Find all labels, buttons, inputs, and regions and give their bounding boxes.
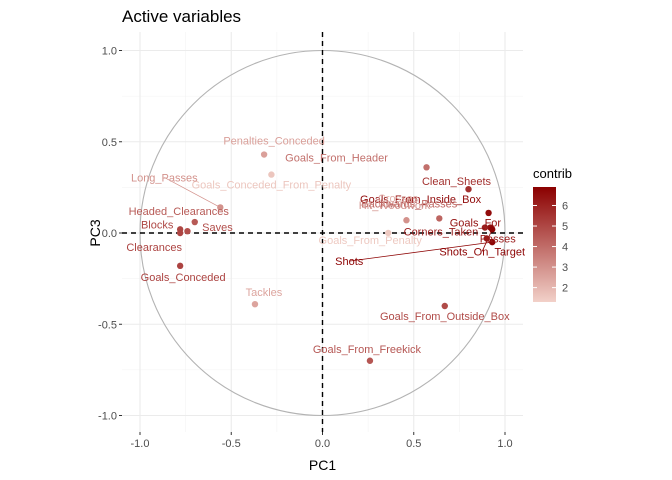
x-axis-ticks: -1.0 -0.5 0.0 0.5 1.0 [131,432,513,450]
data-point [489,226,496,233]
point-label: Goals_For [450,218,502,230]
x-tick-label: 0.0 [315,438,330,450]
legend-tick-label: 6 [562,200,568,212]
point-label: Tackles [246,287,283,299]
x-tick-label: 1.0 [497,438,512,450]
legend-title: contrib [533,166,572,181]
x-tick-label: 0.5 [406,438,421,450]
x-tick-label: -1.0 [131,438,150,450]
point-label: Goals_Conceded [141,272,226,284]
legend-tick-label: 5 [562,221,568,233]
legend-tick-label: 4 [562,242,568,254]
point-label: Crosses [378,193,419,205]
legend-tick-label: 2 [562,283,568,295]
point-label: Shots_On_Target [439,246,525,258]
legend-tick-label: 3 [562,262,568,274]
point-label: Headed_Clearances [129,206,230,218]
data-point [385,229,392,237]
point-label: Long_Passes [131,172,198,184]
y-axis-title: PC3 [87,219,103,246]
point-label: Corners_Taken [404,227,479,239]
data-point [176,229,184,237]
data-point [481,224,489,231]
data-point [251,300,259,308]
data-point [191,218,198,226]
data-point [366,357,374,364]
data-point [483,235,490,242]
point-label: Goals_From_Penalty [319,235,423,247]
point-label: Blocks [141,219,174,231]
y-tick-label: -1.0 [98,411,117,423]
point-labels: Goals_From_Header Clean_Sheets Goals_From_… [126,136,525,356]
point-label: Goals_Conceded_From_Penalty [192,180,352,192]
point-label: Saves [202,222,233,234]
x-tick-label: -0.5 [222,438,241,450]
point-label: Penalties_Conceded [223,136,325,148]
data-point [406,196,414,204]
point-label: Hit_Woodwork [359,200,431,212]
point-label: Goals_From_Header [285,152,388,164]
point-label: Clean_Sheets [422,176,492,188]
data-point [217,204,224,211]
label-connector [349,241,493,262]
point-label: Shots [335,256,364,268]
legend-colorbar [533,187,556,302]
data-point [485,209,492,217]
point-label: Passes [480,233,517,245]
legend-ticks: 2 3 4 5 6 [533,200,568,295]
y-tick-label: 0.0 [102,228,117,240]
x-axis-title: PC1 [309,457,336,473]
point-label: Goals_From_Inside_Box [360,194,482,206]
data-point [268,171,275,178]
y-tick-label: 0.5 [102,137,117,149]
data-point [176,262,184,270]
chart-title: Active variables [122,7,241,26]
data-point [423,164,430,171]
data-point [489,238,496,246]
point-label: Goals_From_Freekick [313,344,422,356]
y-tick-label: 1.0 [102,46,117,58]
data-point [436,215,443,222]
point-label: Goals_From_Outside_Box [380,311,510,323]
point-label: Backwards_Passes [361,198,457,210]
data-point [184,227,191,235]
point-label: Clearances [126,242,182,254]
data-points [176,151,496,364]
label-connector [164,177,221,208]
y-axis-ticks: -1.0 -0.5 0.0 0.5 1.0 [98,46,122,423]
data-point [465,186,472,193]
data-point [403,217,410,224]
legend: contrib 2 3 4 5 6 [533,166,572,302]
data-point [441,302,448,310]
y-tick-label: -0.5 [98,319,117,331]
data-point [260,151,268,158]
